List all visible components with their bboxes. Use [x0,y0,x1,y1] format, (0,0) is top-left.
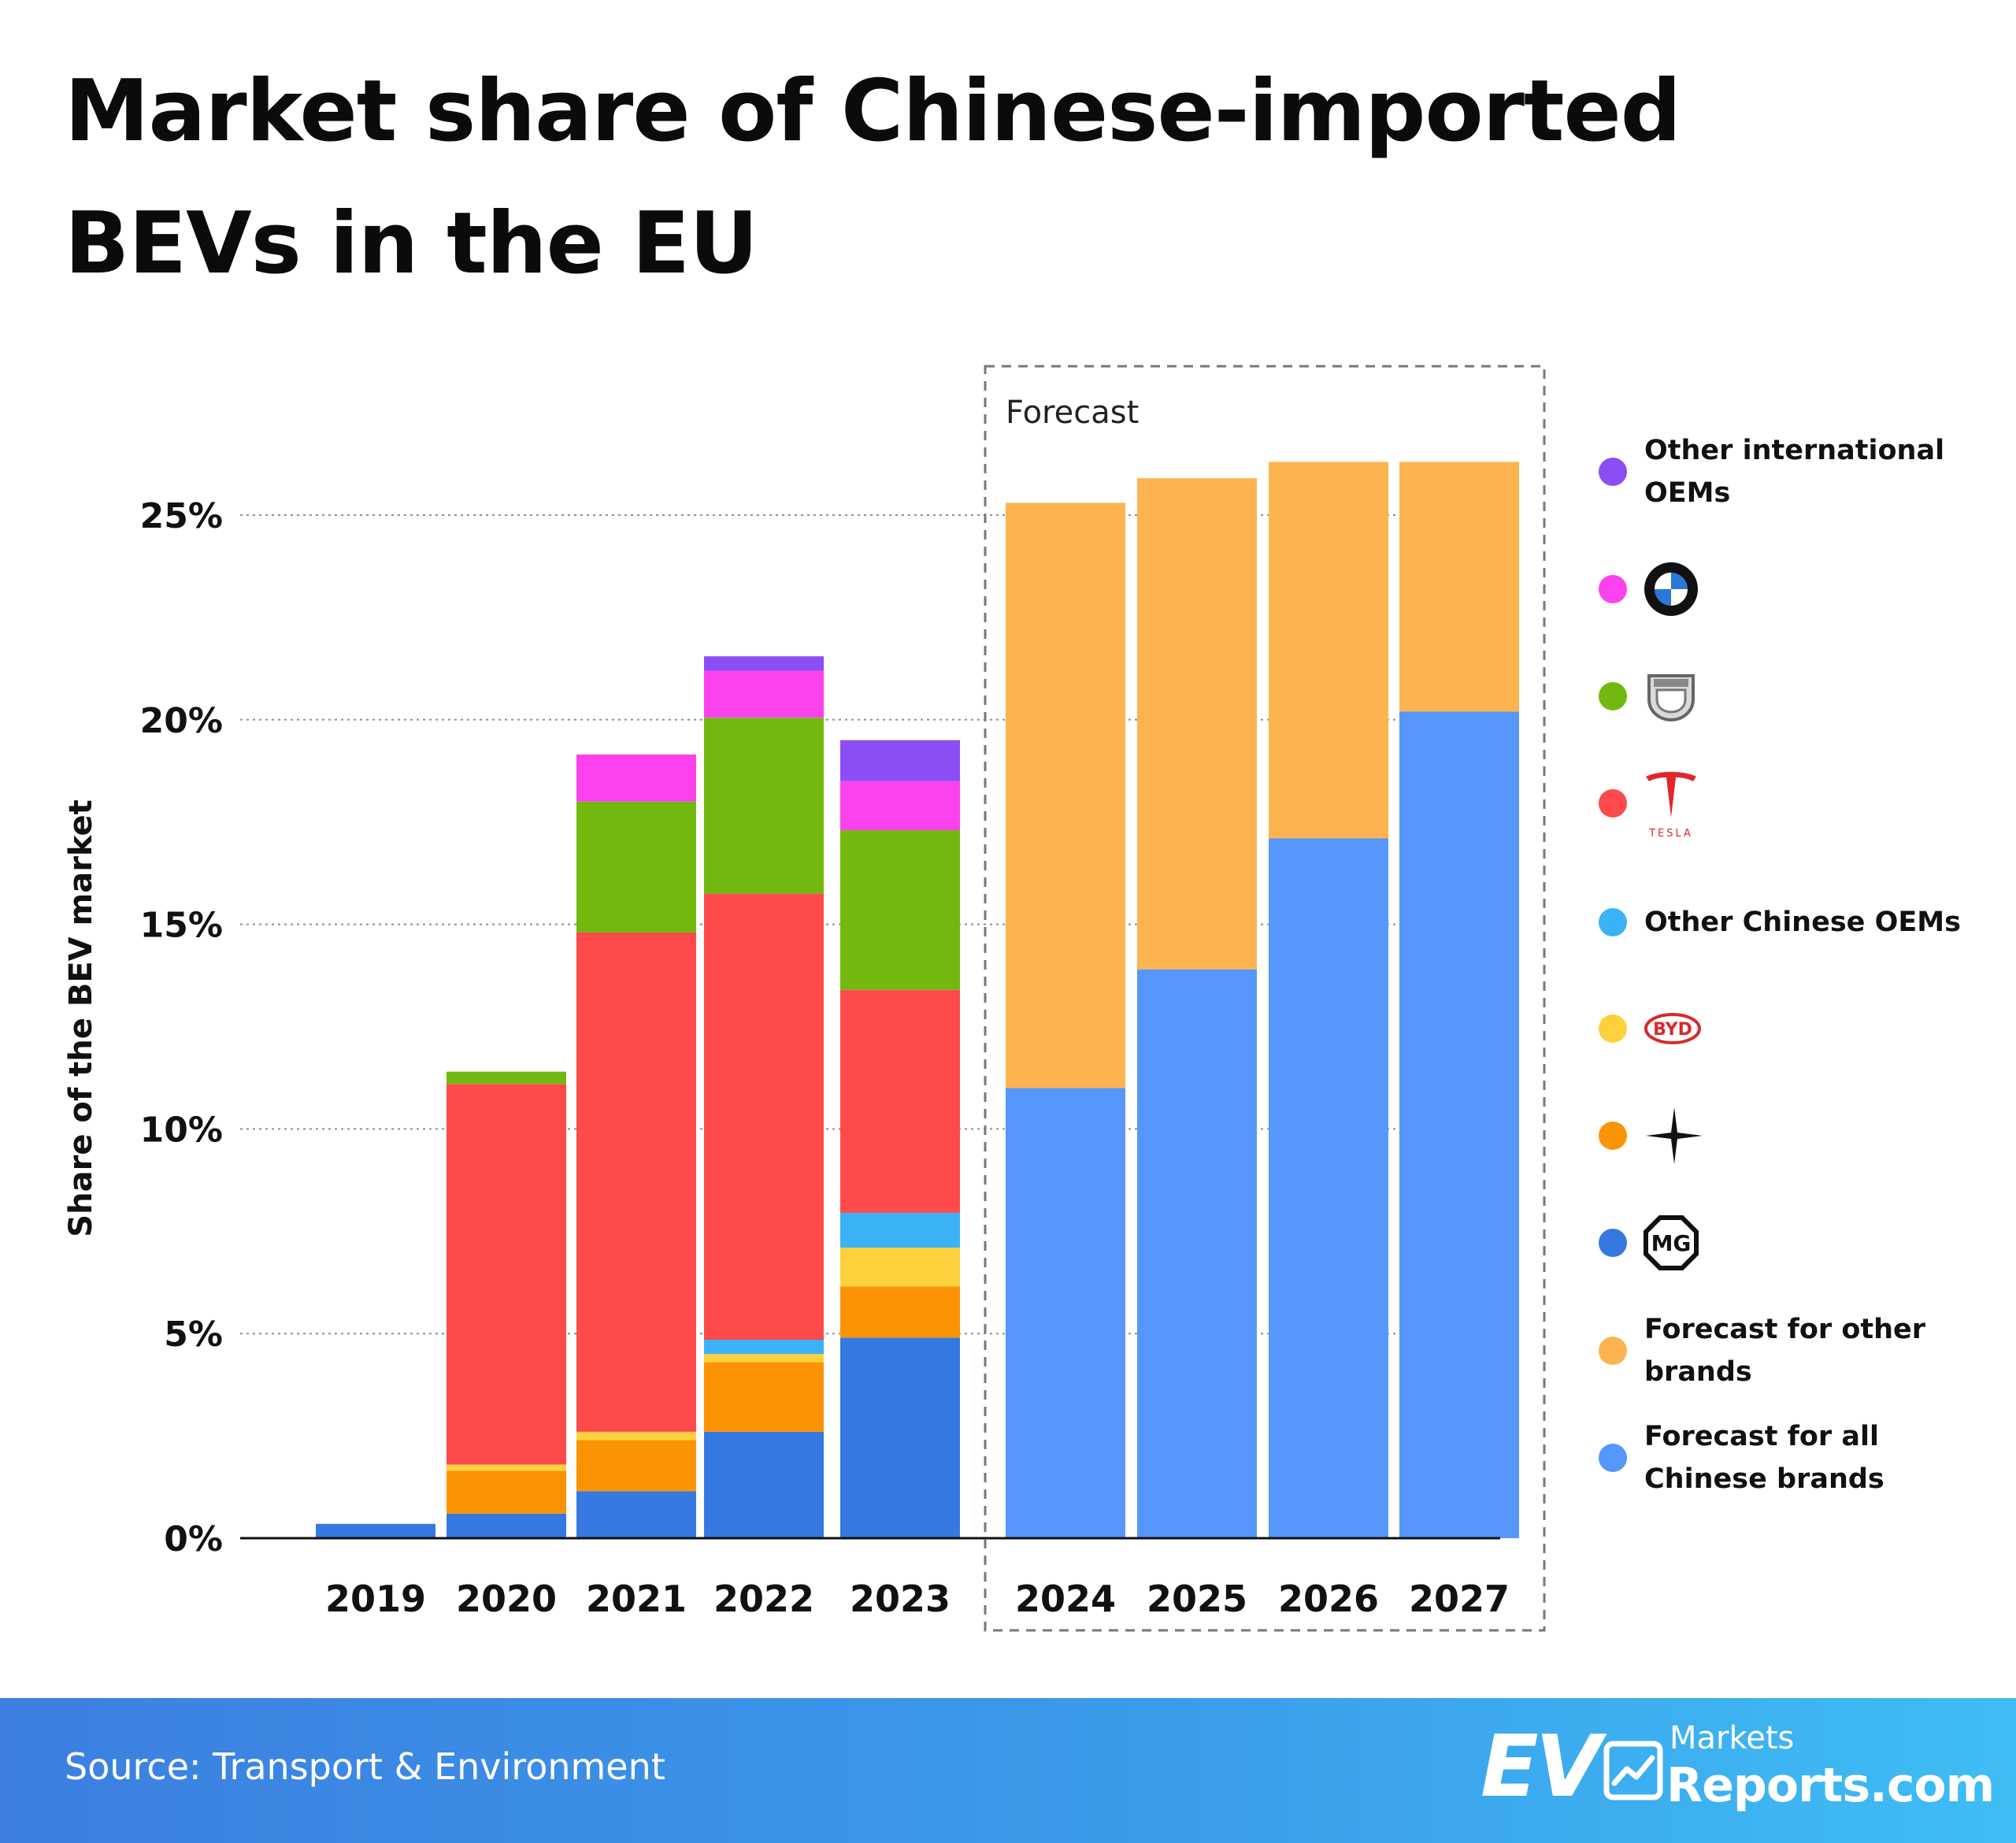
bar-segment [840,1337,960,1538]
bar-segment [840,830,960,990]
bar-segment [704,1354,824,1363]
bar-segment [1269,462,1388,839]
bar-segment [576,1440,696,1492]
bar-segment [704,718,824,894]
bar-segment [840,740,960,781]
bar-segment [447,1071,566,1085]
mg-logo-icon: MG [1643,1214,1699,1274]
legend-swatch [1599,908,1627,936]
svg-text:BYD: BYD [1653,1020,1692,1040]
legend-swatch [1599,1122,1627,1150]
y-tick-label: 15% [140,906,223,946]
x-tick-label: 2021 [586,1578,687,1620]
legend-swatch [1599,789,1627,818]
bar-segment [1137,478,1257,970]
legend-swatch [1599,458,1627,486]
x-tick-label: 2023 [850,1578,951,1620]
x-tick-label: 2025 [1147,1578,1247,1620]
chart-area: 0% 5% 10% 15% 20% 25% Share of the BEV market 2… [63,365,1546,1632]
dacia-logo-icon [1643,668,1699,728]
legend-label: Forecast for all Chinese brands [1644,1421,1884,1495]
legend-label: Forecast for other brands [1644,1314,1926,1388]
polestar-logo-icon [1643,1104,1706,1170]
bar-segment [1006,502,1125,1088]
tesla-logo-icon: TESLA [1643,769,1699,843]
forecast-box [984,365,1546,1632]
legend-swatch [1599,1337,1627,1365]
legend-swatch [1599,1014,1627,1043]
bar-segment [1269,838,1388,1538]
forecast-region: Forecast [984,365,1546,1632]
bar-segment [576,932,696,1432]
x-tick-label: 2022 [713,1578,814,1620]
bars [316,462,1519,1539]
x-tick-label: 2020 [456,1578,557,1620]
bar-segment [840,1286,960,1338]
bar-segment [447,1513,566,1538]
bar-segment [447,1084,566,1465]
bar-segment [576,801,696,933]
legend-swatch [1599,1444,1627,1472]
bmw-logo-icon [1643,561,1699,621]
bar-segment [1006,1088,1125,1538]
x-tick-label: 2027 [1409,1578,1510,1620]
bar-segment [704,1339,824,1355]
legend-swatch [1599,1229,1627,1257]
bar-segment [704,656,824,671]
legend-label: Other Chinese OEMs [1644,907,1961,938]
bar-segment [840,781,960,831]
chart-title: Market share of Chinese-imported BEVs in… [65,62,1681,293]
bar-segment [1399,462,1519,712]
bar-segment [704,1431,824,1538]
bar-segment [1137,969,1257,1538]
forecast-label: Forecast [1006,395,1139,431]
brand-ev-text: EV [1480,1718,1601,1816]
bar-segment [704,893,824,1340]
bar-segment [1399,711,1519,1539]
y-tick-label: 25% [140,496,223,536]
bar-segment [704,670,824,718]
byd-logo-icon: BYD [1643,1010,1703,1051]
x-tick-label: 2024 [1015,1578,1116,1620]
bar-segment [840,1248,960,1287]
x-tick-label: 2026 [1278,1578,1379,1620]
y-tick-label: 5% [164,1315,223,1355]
source-note: Source: Transport & Environment [65,1745,665,1788]
bar-segment [576,1491,696,1538]
bar-segment [576,754,696,802]
bar-segment [840,1212,960,1248]
svg-text:TESLA: TESLA [1648,828,1693,840]
brand-reports-text: Reports.com [1666,1758,1995,1813]
y-tick-label: 20% [140,701,223,741]
legend-swatch [1599,575,1627,603]
svg-text:MG: MG [1651,1230,1692,1256]
legend-swatch [1599,682,1627,710]
legend: Other international OEMs TESLA Other Chine… [1591,0,2016,1575]
y-tick-label: 0% [164,1519,223,1559]
x-tick-label: 2019 [325,1578,426,1620]
brand-markets-text: Markets [1670,1720,1795,1756]
bar-segment [447,1464,566,1471]
bar-segment [447,1470,566,1514]
bar-segment [316,1523,435,1538]
evmarketsreports-logo: EV Markets Reports.com [1473,1718,1995,1829]
y-axis-label: Share of the BEV market [63,799,99,1237]
bar-segment [840,989,960,1213]
bar-segment [576,1431,696,1441]
footer-banner: Source: Transport & Environment EV Marke… [0,1698,2016,1843]
chart-trend-icon [1603,1741,1663,1800]
y-tick-label: 10% [140,1110,223,1150]
legend-label: Other international OEMs [1644,435,1945,509]
axes: 0% 5% 10% 15% 20% 25% Share of the BEV market 2… [63,496,1510,1620]
bar-segment [704,1362,824,1432]
